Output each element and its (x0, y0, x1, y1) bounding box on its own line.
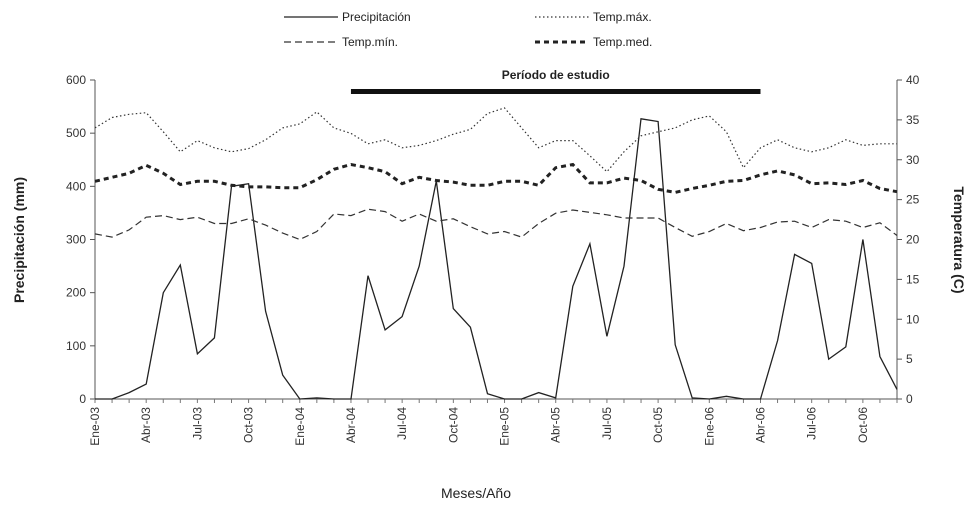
y-left-tick-label: 300 (66, 233, 86, 247)
legend-label: Temp.med. (593, 35, 652, 49)
x-tick-label: Jul-03 (190, 407, 204, 440)
x-tick-label: Abr-04 (344, 407, 358, 443)
y-right-tick-label: 25 (906, 193, 920, 207)
legend-label: Temp.máx. (593, 10, 652, 24)
x-tick-label: Abr-03 (139, 407, 153, 443)
y-right-tick-label: 15 (906, 272, 920, 286)
x-tick-label: Ene-04 (293, 407, 307, 446)
x-tick-label: Ene-05 (498, 407, 512, 446)
x-tick-label: Oct-05 (651, 407, 665, 443)
x-tick-label: Jul-04 (395, 407, 409, 440)
y-left-tick-label: 100 (66, 339, 86, 353)
x-axis-title: Meses/Año (441, 485, 511, 501)
study-period-bar (350, 89, 761, 94)
y-right-tick-label: 35 (906, 113, 920, 127)
series-line-temp-m-n (94, 208, 898, 241)
legend-item-temp-m-x: Temp.máx. (535, 10, 652, 24)
legend-item-temp-med: Temp.med. (535, 35, 652, 49)
x-tick-label: Oct-06 (856, 407, 870, 443)
x-tick-label: Abr-06 (753, 407, 767, 443)
y-right-tick-label: 30 (906, 153, 920, 167)
study-period-label: Período de estudio (502, 68, 610, 82)
x-tick-label: Jul-05 (600, 407, 614, 440)
x-tick-label: Oct-04 (446, 407, 460, 443)
legend-item-precipitaci-n: Precipitación (284, 10, 411, 24)
y-left-tick-label: 600 (66, 73, 86, 87)
y-right-tick-label: 10 (906, 312, 920, 326)
y-left-tick-label: 200 (66, 286, 86, 300)
y-left-tick-label: 400 (66, 179, 86, 193)
y-axis-right-title: Temperatura (C) (951, 186, 967, 293)
y-axis-left-title: Precipitación (mm) (11, 177, 27, 303)
x-tick-label: Ene-03 (88, 407, 102, 446)
y-right-tick-label: 0 (906, 392, 913, 406)
y-left-tick-label: 500 (66, 126, 86, 140)
series-line-temp-m-x (94, 107, 897, 173)
plot-area: 0 100 200 300 400 500 600 0 5 10 15 20 25 30 35 40 Ene-0… (66, 68, 920, 446)
series-line-precipitaci-n (95, 118, 898, 400)
x-tick-label: Abr-05 (549, 407, 563, 443)
x-tick-label: Ene-06 (702, 407, 716, 446)
y-right-tick-label: 40 (906, 73, 920, 87)
x-tick-label: Jul-06 (805, 407, 819, 440)
series-line-temp-med (94, 162, 898, 194)
legend-label: Temp.mín. (342, 35, 398, 49)
y-right-tick-label: 5 (906, 352, 913, 366)
x-tick-label: Oct-03 (242, 407, 256, 443)
y-right-tick-label: 20 (906, 233, 920, 247)
legend-item-temp-m-n: Temp.mín. (284, 35, 398, 49)
legend: Precipitación Temp.máx. Temp.mín. Temp.med. (284, 10, 652, 49)
y-left-tick-label: 0 (79, 392, 86, 406)
legend-label: Precipitación (342, 10, 411, 24)
